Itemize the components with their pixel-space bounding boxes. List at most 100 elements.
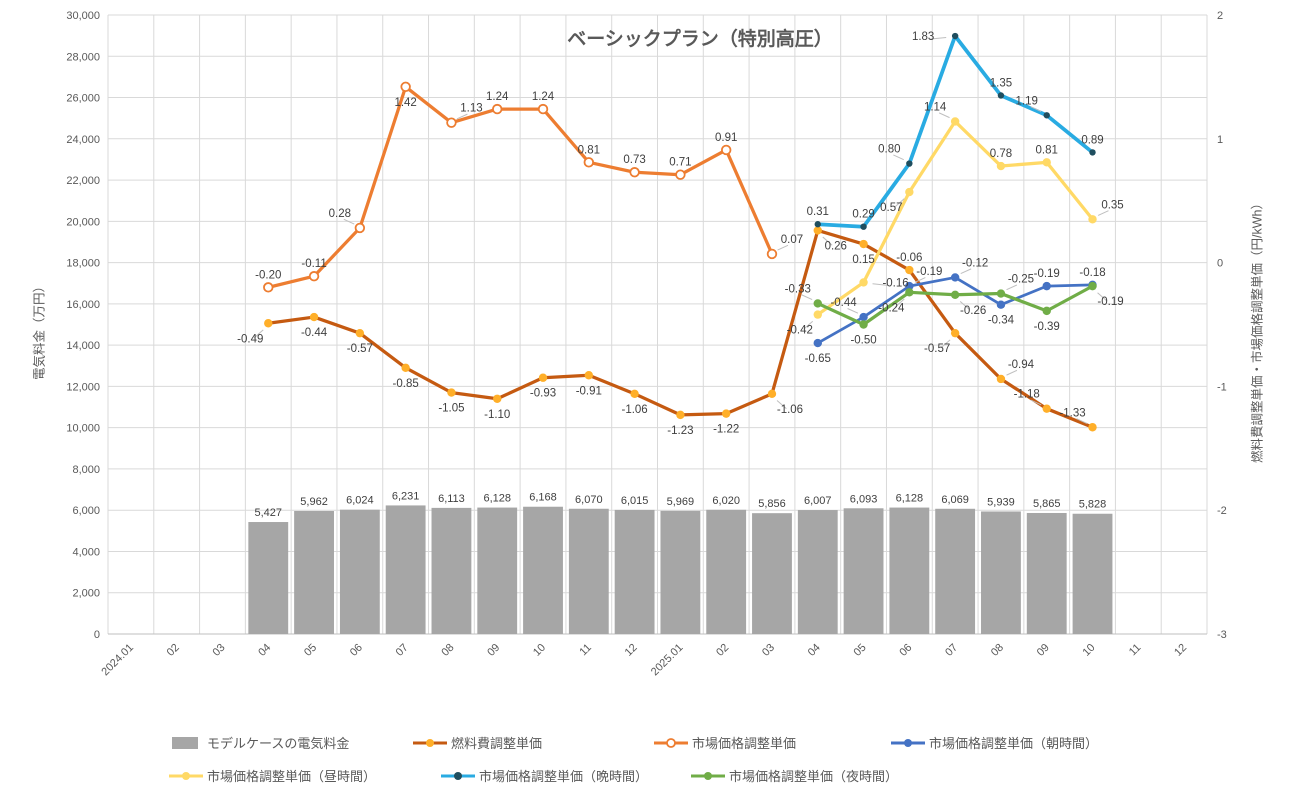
x-axis-ticks: 2024.01 02 03 04 05 06 07 08 09 10 11 12 2025.01 02 03… (99, 642, 1189, 679)
bar-series[interactable] (248, 505, 1113, 634)
line-series-fuel-cost-adjustment[interactable] (264, 226, 1097, 432)
svg-text:02: 02 (714, 642, 731, 659)
legend-item-market-price-daytime[interactable]: 市場価格調整単価（昼時間） (168, 766, 376, 785)
bar (614, 509, 655, 634)
svg-text:-0.94: -0.94 (1008, 359, 1035, 371)
bar (248, 522, 289, 634)
svg-text:1.14: 1.14 (924, 101, 947, 113)
svg-text:-0.50: -0.50 (850, 335, 876, 347)
marker (996, 161, 1006, 171)
svg-text:5,427: 5,427 (255, 507, 283, 519)
svg-text:6,007: 6,007 (804, 495, 832, 507)
svg-text:-1: -1 (1217, 381, 1227, 393)
svg-text:-1.33: -1.33 (1059, 407, 1085, 419)
svg-text:1.13: 1.13 (460, 103, 482, 115)
svg-text:1.19: 1.19 (1016, 95, 1038, 107)
bar (339, 509, 380, 634)
data-labels-market-price-morning: -0.65 -0.44 -0.19 -0.12 -0.34 -0.19 -0.18 (805, 257, 1106, 365)
legend-item-fuel-cost-adjustment[interactable]: 燃料費調整単価 (412, 733, 542, 752)
plot-area[interactable]: 0 2,000 4,000 6,000 8,000 10,000 12,000 14,000 1… (0, 0, 1299, 712)
right-axis-title: 燃料費調整単価・市場価格調整単価（円/kWh） (1250, 197, 1265, 463)
svg-text:-0.18: -0.18 (1079, 267, 1105, 279)
line-series-market-price-adjustment[interactable] (263, 81, 778, 293)
svg-text:02: 02 (165, 642, 182, 659)
legend-label: 市場価格調整単価（夜時間） (729, 769, 899, 784)
bar (797, 510, 838, 634)
bar (477, 507, 518, 634)
data-labels-market-price-evening: 0.31 0.29 0.80 1.83 1.35 1.19 0.89 (807, 31, 1104, 221)
svg-text:26,000: 26,000 (66, 93, 100, 105)
svg-text:6,000: 6,000 (72, 505, 100, 517)
data-labels-fuel-cost-adjustment: -0.49 -0.44 -0.57 -0.85 -1.05 -1.10 -0.93 -0.91… (237, 236, 1088, 437)
svg-text:1.35: 1.35 (990, 77, 1012, 89)
marker (1042, 306, 1051, 316)
left-axis-ticks: 0 2,000 4,000 6,000 8,000 10,000 12,000 14,000 1… (66, 10, 100, 641)
svg-text:-0.57: -0.57 (347, 343, 373, 355)
legend-item-market-price-night[interactable]: 市場価格調整単価（夜時間） (690, 766, 898, 785)
svg-text:11: 11 (577, 642, 594, 659)
svg-text:05: 05 (852, 642, 869, 659)
marker (355, 328, 365, 338)
marker (1089, 149, 1096, 156)
bar (981, 511, 1021, 634)
marker (492, 103, 503, 115)
data-labels-market-price-daytime: -0.42 -0.16 0.57 1.14 0.78 0.81 0.35 (787, 101, 1124, 336)
data-labels-market-price-night: -0.33 -0.50 -0.24 -0.26 -0.25 -0.39 -0.19 (785, 274, 1124, 347)
legend-label: 市場価格調整単価 (692, 736, 797, 751)
svg-text:0.71: 0.71 (669, 157, 691, 169)
bar-labels: 5,427 5,962 6,024 6,231 6,113 6,128 6,168 6,070… (255, 490, 1107, 519)
svg-text:-1.10: -1.10 (484, 409, 510, 421)
svg-text:-1.06: -1.06 (621, 404, 647, 416)
marker (950, 117, 960, 126)
marker (447, 388, 456, 397)
marker (1042, 281, 1051, 291)
marker (264, 319, 273, 328)
svg-text:6,128: 6,128 (483, 493, 511, 505)
marker (813, 338, 822, 348)
svg-text:6,231: 6,231 (392, 490, 420, 502)
legend-label: 市場価格調整単価（朝時間） (929, 736, 1099, 751)
line-swatch-icon (691, 771, 725, 780)
line-series-market-price-evening[interactable] (814, 32, 1096, 230)
svg-text:0: 0 (94, 629, 100, 641)
svg-text:-2: -2 (1217, 505, 1227, 517)
marker (859, 320, 868, 329)
marker (905, 281, 914, 291)
marker (951, 32, 959, 40)
svg-text:2025.01: 2025.01 (649, 642, 686, 679)
marker (1042, 158, 1051, 167)
marker (538, 373, 548, 382)
marker (997, 92, 1005, 99)
svg-text:-0.65: -0.65 (805, 353, 831, 365)
svg-text:-0.93: -0.93 (530, 388, 556, 400)
legend-label: 市場価格調整単価（晩時間） (479, 769, 649, 784)
svg-text:0.31: 0.31 (807, 206, 829, 218)
legend-item-bar-series[interactable]: モデルケースの電気料金 (168, 733, 349, 752)
marker (720, 144, 732, 156)
svg-text:14,000: 14,000 (66, 340, 100, 352)
data-labels-market-price-adjustment: -0.20 -0.11 0.28 1.42 1.13 1.24 1.24 0.81 0.73 0.… (255, 91, 803, 281)
svg-text:06: 06 (897, 642, 914, 659)
bar-swatch-icon (172, 736, 198, 749)
bar (843, 508, 884, 634)
right-axis-ticks: 2 1 0 -1 -2 -3 (1217, 10, 1227, 641)
marker (721, 409, 731, 418)
svg-text:4,000: 4,000 (72, 546, 100, 558)
marker (859, 278, 868, 287)
svg-text:6,093: 6,093 (850, 493, 878, 505)
marker (996, 289, 1006, 298)
marker (1088, 423, 1097, 432)
line-series-market-price-daytime[interactable] (813, 117, 1097, 319)
line (266, 85, 774, 289)
svg-text:12: 12 (623, 642, 640, 659)
svg-text:28,000: 28,000 (66, 51, 100, 63)
legend-item-market-price-evening[interactable]: 市場価格調整単価（晩時間） (440, 766, 648, 785)
legend-item-market-price-adjustment[interactable]: 市場価格調整単価 (653, 733, 796, 752)
line-series-market-price-night[interactable] (813, 281, 1097, 329)
svg-text:6,069: 6,069 (941, 494, 969, 506)
legend-item-market-price-morning[interactable]: 市場価格調整単価（朝時間） (890, 733, 1098, 752)
bar (431, 507, 472, 634)
gridlines (107, 14, 1208, 635)
svg-text:2: 2 (1217, 10, 1223, 22)
